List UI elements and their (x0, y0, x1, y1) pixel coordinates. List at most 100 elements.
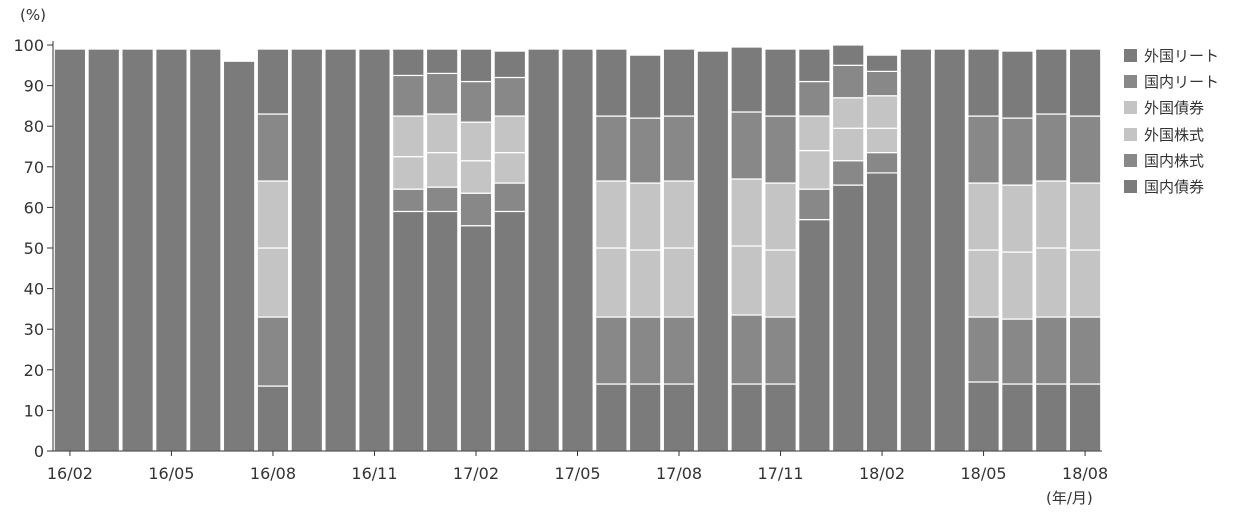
bar-segment-5 (662, 115, 696, 182)
legend-item: 外国リート (1124, 42, 1244, 68)
bar-segment-3 (595, 247, 628, 318)
bar-segment-3 (256, 247, 290, 318)
bar-segment-2 (831, 160, 865, 186)
bar-segment-3 (392, 156, 425, 190)
x-tick-label: 16/08 (250, 464, 296, 483)
bar-segment-1 (831, 184, 865, 452)
y-tick-label: 40 (24, 280, 44, 299)
bar-segment-4 (865, 95, 899, 129)
x-tick-label: 18/05 (961, 464, 1007, 483)
x-tick-label: 17/05 (554, 464, 600, 483)
legend-swatch (1124, 180, 1137, 194)
legend-label: 国内株式 (1144, 151, 1205, 170)
legend-label: 外国リート (1144, 46, 1220, 65)
bar-segment-1 (155, 48, 188, 452)
bar-segment-5 (493, 76, 527, 117)
bar-segment-6 (730, 46, 763, 113)
bar-segment-2 (392, 188, 425, 213)
bar-segment-6 (798, 48, 831, 83)
bar-segment-1 (222, 60, 256, 452)
x-tick-label: 18/02 (859, 464, 905, 483)
bar-segment-6 (865, 54, 899, 72)
bar-segment-6 (967, 48, 1000, 117)
bar-segment-1 (87, 48, 121, 452)
bar-segment-1 (899, 48, 933, 452)
legend-item: 国内リート (1124, 68, 1244, 94)
y-tick-label: 50 (24, 239, 44, 258)
y-tick-label: 30 (24, 320, 44, 339)
bar-segment-1 (1068, 383, 1102, 452)
bar-segment-4 (392, 115, 425, 158)
bar-segment-4 (493, 115, 527, 154)
bar-segment-1 (189, 48, 222, 452)
bar-segment-1 (933, 48, 966, 452)
bar-segment-6 (256, 48, 290, 115)
bar-segment-2 (1068, 316, 1102, 385)
x-tick-label: 16/05 (148, 464, 194, 483)
bar-segment-1 (493, 210, 527, 452)
bar-segment-1 (595, 383, 628, 452)
bar-segment-1 (1034, 383, 1068, 452)
bar-segment-3 (967, 249, 1000, 318)
legend-label: 国内リート (1144, 72, 1220, 91)
bar-segment-1 (696, 50, 730, 452)
bar-segment-2 (256, 316, 290, 387)
bar-segment-5 (764, 115, 797, 184)
bar-segment-1 (121, 48, 154, 452)
bar-segment-5 (595, 115, 628, 182)
bar-segment-2 (459, 192, 493, 227)
bar-segment-3 (798, 149, 831, 190)
bar-segment-3 (425, 151, 459, 188)
bar-segment-2 (764, 316, 797, 385)
legend: 外国リート国内リート外国債券外国株式国内株式国内債券 (1124, 42, 1244, 200)
bar-segment-1 (730, 383, 763, 452)
bar-segment-2 (865, 151, 899, 174)
bar-segment-6 (764, 48, 797, 117)
bar-segment-3 (1034, 247, 1068, 318)
legend-swatch (1124, 74, 1137, 88)
bar-segment-3 (764, 249, 797, 318)
bar-segment-1 (798, 218, 831, 452)
y-tick-label: 100 (13, 36, 44, 55)
bar-segment-5 (730, 111, 763, 180)
bar-segment-1 (459, 225, 493, 452)
bar-segment-5 (256, 113, 290, 182)
bar-segment-2 (425, 186, 459, 213)
bar-segment-1 (865, 172, 899, 452)
bar-segment-3 (459, 160, 493, 194)
legend-item: 外国株式 (1124, 121, 1244, 147)
legend-item: 国内株式 (1124, 147, 1244, 173)
bar-segment-4 (628, 182, 662, 251)
bar-segment-6 (628, 54, 662, 119)
bar-segment-6 (595, 48, 628, 117)
bar-segment-1 (1001, 383, 1034, 452)
bar-segment-3 (831, 127, 865, 162)
x-tick-label: 17/08 (656, 464, 702, 483)
bar-segment-2 (628, 316, 662, 385)
y-tick-label: 90 (24, 77, 44, 96)
bar-segment-3 (1001, 251, 1034, 320)
bar-segment-3 (1068, 249, 1102, 318)
y-tick-label: 80 (24, 117, 44, 136)
x-tick-label: 17/11 (757, 464, 803, 483)
bar-segment-1 (628, 383, 662, 452)
bar-segment-1 (425, 210, 459, 452)
bar-segment-1 (561, 48, 594, 452)
bar-segment-2 (1001, 318, 1034, 385)
x-tick-label: 16/11 (351, 464, 397, 483)
legend-label: 国内債券 (1144, 178, 1205, 197)
bar-segment-4 (595, 180, 628, 249)
bar-segment-2 (595, 316, 628, 385)
bar-segment-6 (1001, 50, 1034, 119)
y-tick-label: 60 (24, 198, 44, 217)
bar-segment-1 (967, 381, 1000, 452)
bar-segment-5 (459, 80, 493, 123)
bar-segment-6 (493, 50, 527, 79)
bar-segment-2 (493, 182, 527, 213)
bar-segment-1 (764, 383, 797, 452)
x-tick-label: 16/02 (47, 464, 93, 483)
bar-segment-5 (1034, 113, 1068, 182)
x-tick-label: 17/02 (453, 464, 499, 483)
legend-label: 外国債券 (1144, 99, 1205, 118)
